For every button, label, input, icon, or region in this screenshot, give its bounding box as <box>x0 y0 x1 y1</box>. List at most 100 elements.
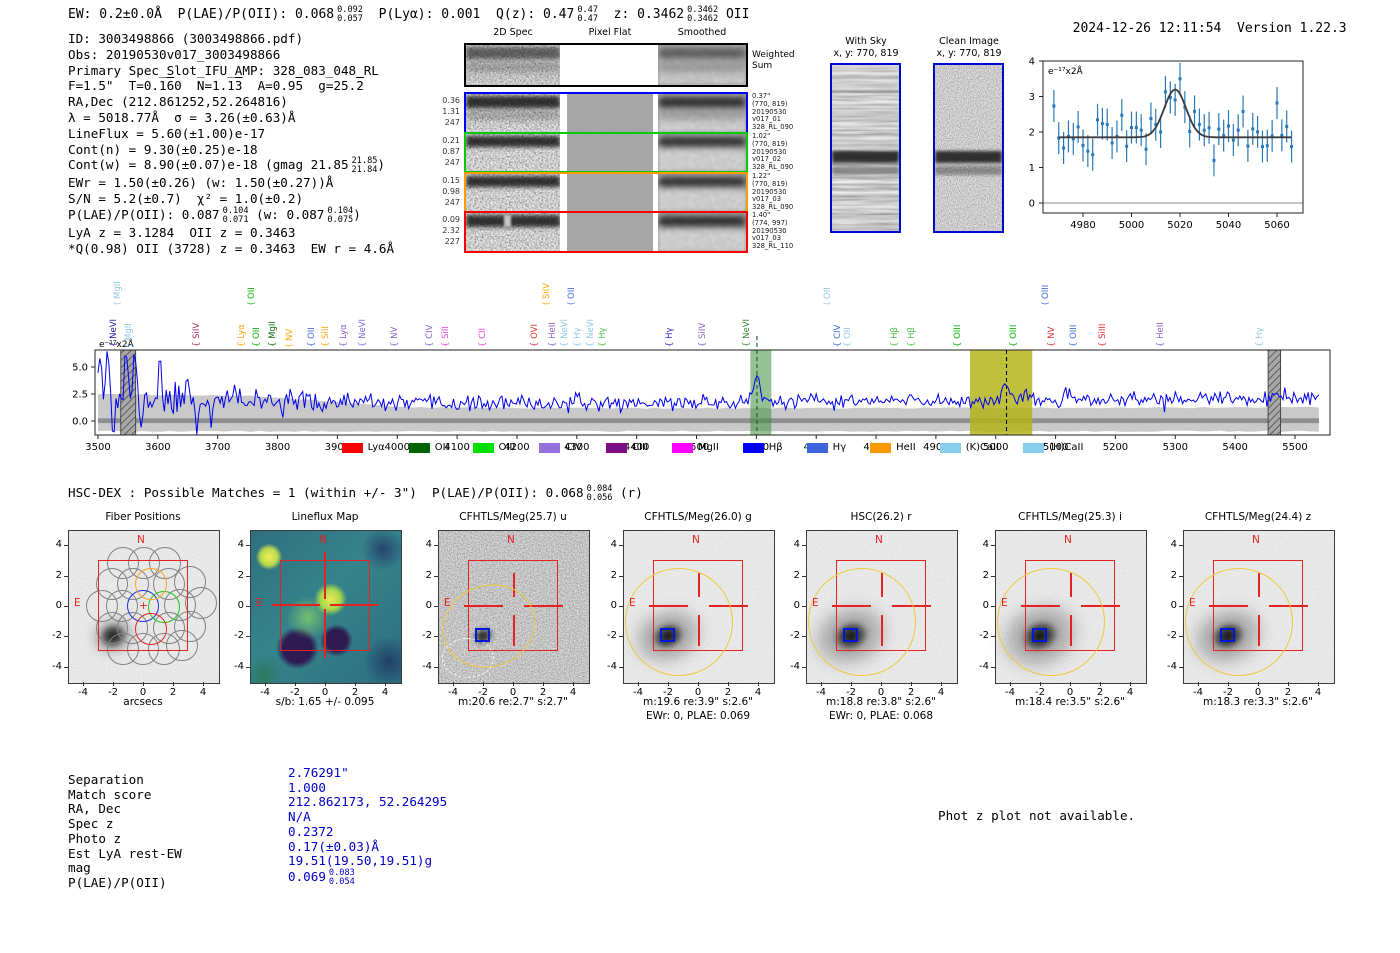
flat-noise <box>567 134 653 171</box>
masked-column <box>503 214 512 228</box>
cutout-caption2: EWr: 0, PLAE: 0.068 <box>828 710 934 722</box>
crosshair-v <box>513 573 515 597</box>
match-row-label: Photo z <box>68 830 122 846</box>
x-tick-label: 4 <box>381 687 389 698</box>
x-tick-mark <box>1288 682 1289 686</box>
legend-swatch <box>806 442 828 453</box>
meta-spacer <box>1221 21 1237 36</box>
x-tick-label: 5500 <box>1282 442 1307 453</box>
east-label: E <box>256 597 263 609</box>
x-tick-mark <box>543 682 544 686</box>
y-tick-mark <box>619 636 623 638</box>
aperture-circle <box>625 568 733 676</box>
extraction-red-box <box>98 560 188 651</box>
y-tick-label: 2 <box>793 569 800 581</box>
data-point <box>1091 153 1095 157</box>
x-tick-label: 4400 <box>624 442 649 453</box>
match-row-value: 212.862173, 52.264295 <box>288 794 448 810</box>
x-tick-mark <box>295 682 296 686</box>
emission-line-label: { HeII <box>548 322 558 347</box>
y-tick-label: 0 <box>982 600 989 611</box>
data-point <box>1217 127 1221 131</box>
mid-band <box>466 63 560 72</box>
spec2d-cell <box>658 134 746 171</box>
spec2d-col-title: Smoothed <box>677 27 727 38</box>
cutout-caption: m:20.6 re:2.7" s:2.7" <box>458 696 568 708</box>
match-row-label: P(LAE)/P(OII) <box>68 874 167 890</box>
y-tick-mark <box>619 606 623 607</box>
spec2d-cell <box>466 45 560 85</box>
y-tick-mark <box>64 606 68 607</box>
x-tick-label: 2 <box>724 687 732 698</box>
absorption-band-2 <box>832 166 899 175</box>
match-row-value: N/A <box>288 809 311 825</box>
data-point <box>1260 145 1264 149</box>
center-plus-marker: + <box>139 599 149 612</box>
stacked-uncertainty: 0.47 0.47 <box>577 5 599 25</box>
dark-trace-band <box>658 176 746 188</box>
y-tick-mark <box>991 666 995 668</box>
match-row-label: Est LyA rest-EW <box>68 845 182 861</box>
legend-swatch <box>472 442 494 453</box>
sky-panel-subtitle: x, y: 770, 819 <box>936 48 1002 59</box>
x-tick-mark <box>1130 682 1131 686</box>
x-tick-label: 5200 <box>1103 442 1128 453</box>
x-tick-label: 2 <box>351 687 359 698</box>
y-tick-label: 5.0 <box>72 363 88 374</box>
dark-trace-band <box>466 96 560 108</box>
x-tick-label: -4 <box>78 687 88 698</box>
info-line: Primary Spec_Slot_IFU_AMP: 328_083_048_R… <box>68 62 379 78</box>
emission-line-label: { Hβ <box>890 327 901 347</box>
x-tick-label: -2 <box>846 687 856 698</box>
timestamp: 2024-12-26 12:11:54 <box>1072 21 1222 36</box>
data-point <box>1285 124 1289 128</box>
emission-line-label: { OIII <box>1008 324 1019 347</box>
legend-label: OIII <box>498 442 516 453</box>
x-tick-label: 3800 <box>265 442 290 453</box>
match-table-values: 2.76291" 1.000 212.862173, 52.264295 N/A 0.2… <box>288 765 448 887</box>
data-point <box>1062 146 1066 150</box>
aperture-circle <box>997 568 1105 676</box>
y-tick-label: 2 <box>1170 569 1177 581</box>
north-label: N <box>875 534 883 546</box>
east-label: E <box>812 597 819 609</box>
cutout-title: CFHTLS/Meg(25.7) u <box>459 511 567 523</box>
y-tick-label: 0 <box>793 600 800 611</box>
legend-item: Hβ <box>742 442 783 453</box>
info-line: *Q(0.98) OII (3728) z = 0.3463 EW r = 4.… <box>68 240 395 256</box>
match-row-label: mag <box>68 860 91 876</box>
y-tick-label: 1 <box>1029 163 1035 174</box>
crosshair-v <box>324 609 326 658</box>
x-tick-label: 5000 <box>1119 220 1144 231</box>
x-tick-mark <box>728 682 729 686</box>
data-point <box>1154 123 1158 127</box>
x-tick-mark <box>113 682 114 686</box>
x-tick-label: -2 <box>663 687 673 698</box>
y-tick-label: 4 <box>1170 539 1177 551</box>
y-tick-label: -2 <box>234 630 244 642</box>
legend-item: OIII <box>472 442 516 453</box>
x-tick-label: 0 <box>877 687 885 698</box>
east-label: E <box>1189 597 1196 609</box>
y-tick-label: 4 <box>982 539 989 551</box>
match-table-labels: Separation Match score RA, Dec Spec z Photo … <box>68 772 182 891</box>
spec2d-row-left-labels: 0.36 1.31 247 <box>442 96 460 127</box>
sky-panel-title: Clean Image <box>939 36 999 47</box>
y-tick-label: 4 <box>1029 57 1035 68</box>
info-line: LineFlux = 5.60(±1.00)e-17 <box>68 125 266 141</box>
x-tick-mark <box>941 682 942 686</box>
match-row-label: Spec z <box>68 816 114 832</box>
data-point <box>1251 127 1255 131</box>
emission-line-label: { SiII <box>321 326 332 347</box>
y-tick-mark <box>1179 545 1183 547</box>
x-tick-mark <box>513 682 514 686</box>
emission-line-label: { OVI <box>530 324 541 347</box>
legend-label: Hβ <box>768 442 783 453</box>
data-point <box>1139 128 1143 132</box>
emission-line-label: { Lyα <box>339 324 350 347</box>
catalog-object-square <box>1032 628 1047 642</box>
data-point <box>1236 128 1240 132</box>
y-tick-label: 2.5 <box>72 390 88 401</box>
cutout-title: Lineflux Map <box>291 511 359 523</box>
aperture-circle <box>1185 568 1293 676</box>
